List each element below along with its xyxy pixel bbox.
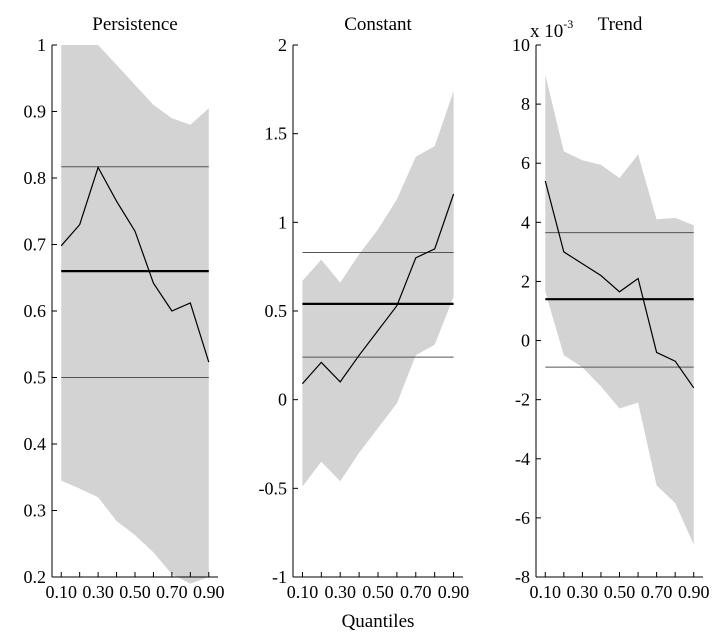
trend-x-tick-label: 0.90 xyxy=(678,582,710,602)
trend-exponent-power: -3 xyxy=(563,17,573,31)
trend-y-tick-label: 10 xyxy=(512,35,530,55)
constant-y-tick-label: 2 xyxy=(278,35,287,55)
persistence-y-tick-label: 0.5 xyxy=(24,368,47,388)
persistence-x-tick-label: 0.70 xyxy=(156,582,188,602)
persistence-y-tick-label: 0.7 xyxy=(24,235,47,255)
x-axis-label: Quantiles xyxy=(342,611,415,632)
constant-x-tick-label: 0.10 xyxy=(287,582,319,602)
persistence-y-tick-label: 0.8 xyxy=(24,168,47,188)
constant-y-tick-label: 1.5 xyxy=(265,124,288,144)
trend-title: Trend xyxy=(598,14,643,35)
persistence-x-tick-label: 0.90 xyxy=(193,582,225,602)
trend-y-tick-label: 8 xyxy=(521,94,530,114)
constant-panel: Constant -1 -0.5 0 0.5 1 1.5 2 0.10 0.30 0.50 0.70… xyxy=(259,14,470,602)
persistence-y-tick-label: 0.2 xyxy=(24,567,47,587)
trend-x-tick-label: 0.30 xyxy=(567,582,599,602)
persistence-quantile-estimate-line xyxy=(60,165,210,363)
trend-confidence-band xyxy=(545,74,694,545)
persistence-y-tick-label: 1 xyxy=(37,35,46,55)
persistence-panel: Persistence 0.2 0.3 0.4 0.5 0.6 0.7 0.8 0.9 1 0.1… xyxy=(24,14,225,602)
trend-y-tick-label: -6 xyxy=(515,508,530,528)
persistence-x-tick-label: 0.30 xyxy=(82,582,114,602)
trend-quantile-estimate-line xyxy=(544,180,695,389)
trend-y-tick-label: -8 xyxy=(515,567,530,587)
constant-x-tick-label: 0.50 xyxy=(362,582,394,602)
trend-x-tick-label: 0.10 xyxy=(530,582,562,602)
trend-x-tick-label: 0.70 xyxy=(641,582,673,602)
persistence-y-tick-label: 0.9 xyxy=(24,102,47,122)
persistence-y-tick-label: 0.4 xyxy=(24,434,47,454)
trend-y-tick-label: -2 xyxy=(515,390,530,410)
trend-panel: x 10-3 Trend -8 -6 -4 -2 0 2 4 6 8 10 0.10 0.30 0.50… xyxy=(512,14,709,602)
constant-x-tick-label: 0.70 xyxy=(400,582,432,602)
constant-y-tick-label: 0 xyxy=(278,390,287,410)
constant-y-tick-label: 1 xyxy=(278,212,287,232)
persistence-y-tick-label: 0.3 xyxy=(24,501,47,521)
trend-y-tick-label: -4 xyxy=(515,449,530,469)
trend-y-tick-label: 6 xyxy=(521,153,530,173)
persistence-x-tick-label: 0.50 xyxy=(119,582,151,602)
constant-title: Constant xyxy=(344,14,412,35)
constant-y-tick-label: 0.5 xyxy=(265,301,288,321)
trend-y-tick-label: 0 xyxy=(521,331,530,351)
persistence-confidence-band xyxy=(61,45,209,584)
constant-x-tick-label: 0.30 xyxy=(324,582,356,602)
constant-y-tick-label: -1 xyxy=(272,567,287,587)
constant-confidence-band xyxy=(302,91,454,487)
trend-y-tick-label: 2 xyxy=(521,271,530,291)
trend-x-tick-label: 0.50 xyxy=(604,582,636,602)
constant-quantile-estimate-line xyxy=(301,193,455,385)
persistence-y-tick-label: 0.6 xyxy=(24,301,47,321)
trend-exponent-label: x 10-3 xyxy=(530,17,573,42)
constant-y-tick-label: -0.5 xyxy=(259,478,288,498)
constant-x-tick-label: 0.90 xyxy=(438,582,470,602)
persistence-title: Persistence xyxy=(92,14,177,35)
persistence-x-tick-label: 0.10 xyxy=(45,582,77,602)
trend-y-tick-label: 4 xyxy=(521,212,530,232)
